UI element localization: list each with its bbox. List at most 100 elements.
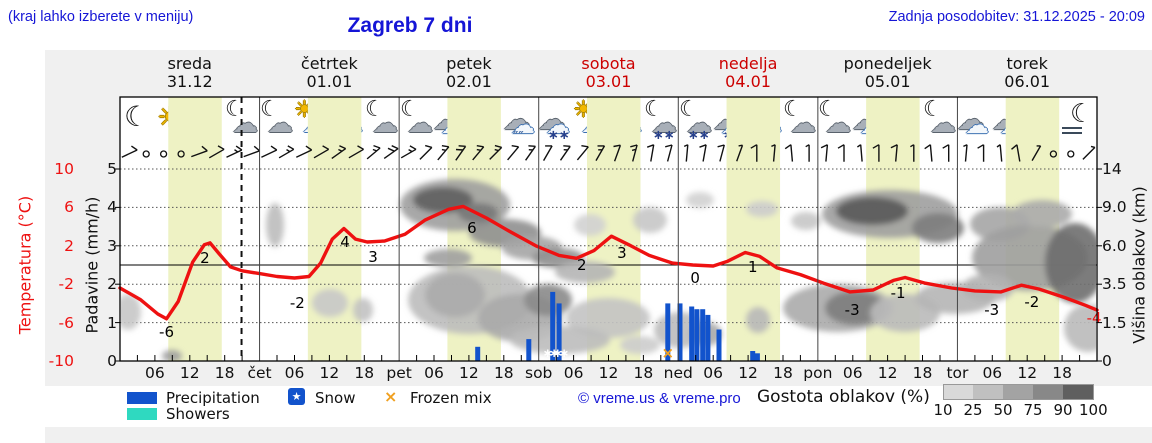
density-cell [1033,384,1064,400]
day-date: 03.01 [585,72,632,91]
temperature-axis-title: Temperatura (°C) [15,195,35,335]
x-tick-label: 06 [145,364,165,382]
frozen-mix-icon: × [384,387,398,406]
precip-tick-label: 5 [107,160,117,178]
temperature-value-label: -4 [1087,309,1102,327]
density-cell [1003,384,1034,400]
temperature-value-label: 0 [690,269,700,287]
density-tick-label: 25 [963,401,983,419]
temperature-value-label: 2 [577,256,587,274]
moon-cloud-icon: ☾ ☁ [400,97,433,139]
moon-fog-icon: ☾ [1062,99,1098,143]
moon-cloud-snow-icon: ☾ ☁ ∗∗ [679,97,712,143]
temp-tick-label: 2 [64,236,74,255]
x-tick-label: 06 [982,364,1003,382]
wind-barbs [121,144,1096,162]
precip-tick-label: 0 [107,352,117,370]
density-tick-label: 75 [1023,401,1043,419]
day-date: 05.01 [864,72,911,91]
temperature-value-label: -2 [290,294,305,312]
temp-tick-label: -2 [58,275,74,294]
precipitation-bars [475,291,760,361]
showers-legend-label: Showers [166,405,230,423]
moon-cloud-icon: ☾ ☁ [365,97,398,139]
snow-mark: ∗∗ [549,346,569,360]
moon-cloud-icon: ☾ ☁ [783,97,816,139]
x-tick-label: 12 [459,364,479,382]
x-tick-label: 18 [354,364,375,382]
temperature-value-label: 4 [340,233,350,251]
x-day-abbrev: ned [663,364,693,382]
precipitation-axis-title: Padavine (mm/h) [82,196,102,334]
temperature-value-label: -3 [984,301,999,319]
x-tick-label: 06 [842,364,863,382]
day-name: sobota [581,54,636,73]
x-tick-label: 12 [1017,364,1038,382]
day-date: 04.01 [725,72,771,91]
day-name: torek [1006,54,1048,73]
showers-swatch [127,408,157,420]
day-date: 02.01 [446,72,492,91]
snow-star-icon: ★ [288,388,305,405]
frozen-mix-legend-label: Frozen mix [410,389,492,407]
snow-mark: ∗∗ [543,346,563,360]
menu-hint-text: (kraj lahko izberete v meniju) [8,9,194,25]
temperature-value-label: -3 [845,301,860,319]
temp-tick-label: -6 [58,313,74,332]
temperature-curve [118,204,1099,321]
precip-tick-label: 2 [107,275,117,294]
density-cell [1063,384,1094,400]
temperature-value-label: 2 [200,249,210,267]
x-day-abbrev: sob [525,364,553,382]
density-tick-label: 100 [1079,401,1108,419]
precip-tick-label: 4 [107,198,117,217]
density-tick-label: 90 [1053,401,1073,419]
x-tick-label: 12 [598,364,619,382]
precip-tick-label: 3 [107,236,117,255]
day-date: 06.01 [1004,72,1051,91]
cloud-tick-label: 6.0 [1102,236,1127,255]
cloud-density-legend-label: Gostota oblakov (%) [757,387,930,407]
temperature-value-label: 6 [467,219,477,237]
temperature-value-label: -6 [159,323,174,341]
cloud-tick-label: 1.5 [1102,313,1127,332]
x-day-abbrev: čet [247,364,272,382]
day-name: nedelja [718,54,778,73]
cloud-tick-label: 3.5 [1102,275,1127,294]
x-tick-label: 06 [703,364,724,382]
last-updated-text: Zadnja posodobitev: 31.12.2025 - 20:09 [888,9,1145,25]
x-tick-label: 12 [877,364,898,382]
page-title: Zagreb 7 dni [347,14,473,37]
x-tick-label: 18 [773,364,793,382]
copyright-link[interactable]: © vreme.us & vreme.pro [578,390,741,407]
moon-cloud-icon: ☾ ☁ [225,97,258,139]
figure-background-bottom [45,427,1152,443]
cloud-density-blobs [121,179,1096,360]
moon-cloud-icon: ☾ ☁ [260,97,293,139]
temperature-value-label: 3 [617,244,627,262]
temperature-value-label: 3 [368,248,378,266]
x-tick-label: 06 [284,364,305,382]
cloud-rain-icon: ☁☁″″ [503,103,535,143]
day-date: 01.01 [306,72,353,91]
density-tick-label: 10 [933,401,953,419]
x-tick-label: 12 [738,364,758,382]
x-tick-label: 18 [1052,364,1072,382]
clouds-icon: ☁☁ [957,103,989,139]
temperature-value-label: -1 [891,284,906,302]
moon-cloud-icon: ☾ ☁ [818,97,851,139]
x-tick-label: 12 [179,364,200,382]
x-tick-label: 18 [493,364,514,382]
day-name: sreda [167,54,212,73]
day-date: 31.12 [166,72,213,91]
cloud-height-axis-title: Višina oblakov (km) [1129,186,1149,344]
moon-cloud-icon: ☾ ☁ [923,97,956,139]
temp-tick-label: -10 [48,352,74,370]
snow-legend-label: Snow [315,389,356,407]
temp-tick-label: 10 [54,160,74,178]
precip-tick-label: 1 [107,313,117,332]
density-tick-label: 50 [993,401,1013,419]
x-tick-label: 18 [912,364,933,382]
precipitation-legend-label: Precipitation [166,389,260,407]
